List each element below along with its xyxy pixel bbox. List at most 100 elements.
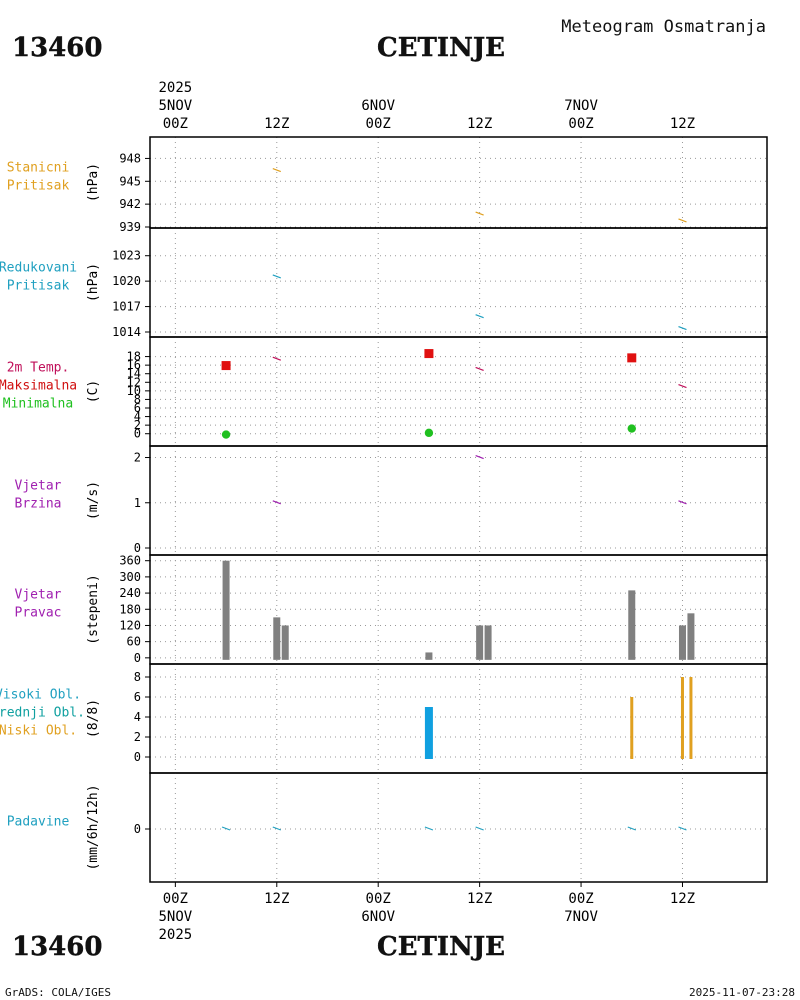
point-padavine xyxy=(272,826,281,831)
frame-brzina xyxy=(149,445,768,556)
ytick-label-oblaci: 8 xyxy=(134,670,141,684)
top-time-axis: 00Z 5NOV 2025 12Z 00Z 6NOV 12Z 00Z 7NOV 12Z xyxy=(158,80,695,132)
point-brzina xyxy=(678,500,687,505)
marks-stanicni xyxy=(272,168,687,223)
point-redukovani xyxy=(475,314,484,319)
ytick-label-temperatura: 10 xyxy=(127,384,141,398)
series-label-brzina: Brzina xyxy=(15,497,62,512)
bar-pravac xyxy=(687,613,695,660)
ytick-label-pravac: 120 xyxy=(119,618,141,632)
top-hour-label: 00Z xyxy=(163,116,188,132)
frame-padavine xyxy=(149,772,768,883)
point-padavine xyxy=(424,826,434,831)
ytick-label-temperatura: 8 xyxy=(134,392,141,406)
bar-pravac xyxy=(678,625,686,660)
point-padavine xyxy=(475,826,484,831)
top-date-label: 7NOV xyxy=(564,98,598,114)
point-redukovani xyxy=(678,326,687,331)
bottom-date-label: 7NOV xyxy=(564,909,598,925)
marks-temperatura xyxy=(221,349,687,439)
bar-pravac xyxy=(484,625,492,660)
frame-temperatura xyxy=(149,336,768,447)
top-date-label: 6NOV xyxy=(361,98,395,114)
header-station-id: 13460 xyxy=(12,33,102,63)
point-padavine xyxy=(221,826,231,831)
bottom-hour-label: 12Z xyxy=(670,891,695,907)
series-label-stanicni: Stanicni xyxy=(7,161,70,176)
bottom-hour-label: 12Z xyxy=(467,891,492,907)
ytick-label-temperatura: 18 xyxy=(127,350,141,364)
point-padavine xyxy=(678,826,687,831)
top-hour-label: 00Z xyxy=(366,116,391,132)
point-temperatura xyxy=(272,356,281,361)
header-product: Meteogram Osmatranja xyxy=(561,17,766,37)
series-label-brzina: Vjetar xyxy=(15,479,62,494)
point-brzina xyxy=(272,500,281,505)
ytick-label-padavine: 0 xyxy=(134,822,141,836)
ytick-label-redukovani: 1014 xyxy=(112,325,141,339)
series-label-stanicni: Pritisak xyxy=(7,179,70,194)
series-label-redukovani: Redukovani xyxy=(0,261,77,276)
frame-redukovani xyxy=(149,227,768,338)
ylabel-padavine: (mm/6h/12h) xyxy=(86,784,101,870)
header-station-name: CETINJE xyxy=(377,33,505,63)
footer-station-id: 13460 xyxy=(12,932,102,962)
series-label-padavine: Padavine xyxy=(7,815,70,830)
footer-timestamp: 2025-11-07-23:28 xyxy=(689,986,795,999)
frame-pravac xyxy=(149,554,768,665)
marker-max-temp xyxy=(424,349,434,359)
footer-credit: GrADS: COLA/IGES xyxy=(5,986,111,999)
ylabel-redukovani: (hPa) xyxy=(86,263,101,302)
frame-oblaci xyxy=(149,663,768,774)
ytick-label-temperatura: 2 xyxy=(134,418,141,432)
ytick-label-oblaci: 6 xyxy=(134,690,141,704)
marker-max-temp xyxy=(221,361,231,371)
bottom-hour-label: 12Z xyxy=(264,891,289,907)
ytick-label-oblaci: 4 xyxy=(134,710,141,724)
marks-brzina xyxy=(272,454,687,505)
ytick-label-pravac: 60 xyxy=(127,635,141,649)
ytick-label-redukovani: 1023 xyxy=(112,249,141,263)
bar-pravac xyxy=(425,652,433,660)
panel-stanicni: 948 945 942 939 Stanicni Pritisak (hPa) xyxy=(7,136,768,234)
ytick-label-oblaci: 2 xyxy=(134,730,141,744)
bottom-time-axis: 00Z 5NOV 2025 12Z 00Z 6NOV 12Z 00Z 7NOV 12Z xyxy=(158,882,695,943)
point-stanicni xyxy=(475,211,484,216)
ytick-label-brzina: 2 xyxy=(134,451,141,465)
series-label-temperatura: 2m Temp. xyxy=(7,361,70,376)
point-redukovani xyxy=(272,274,281,279)
ylabel-temperatura: (C) xyxy=(86,380,101,403)
point-padavine xyxy=(627,826,636,831)
series-label-redukovani: Pritisak xyxy=(7,279,70,294)
marks-oblaci xyxy=(424,677,693,759)
marker-min-temp xyxy=(221,430,231,439)
point-stanicni xyxy=(272,168,281,173)
series-label-oblaci: Srednji Obl. xyxy=(0,706,85,721)
point-brzina xyxy=(475,454,484,460)
ytick-label-pravac: 0 xyxy=(134,651,141,665)
ylabel-brzina: (m/s) xyxy=(86,481,101,520)
marks-redukovani xyxy=(272,274,687,331)
ylabel-stanicni: (hPa) xyxy=(86,163,101,202)
bar-oblaci xyxy=(680,677,684,759)
bottom-hour-label: 00Z xyxy=(163,891,188,907)
series-label-pravac: Vjetar xyxy=(15,588,62,603)
bar-pravac xyxy=(273,617,281,660)
ytick-label-pravac: 300 xyxy=(119,570,141,584)
bottom-year-label: 2025 xyxy=(158,927,192,943)
bar-pravac xyxy=(628,590,636,660)
series-label-oblaci: Niski Obl. xyxy=(0,724,77,739)
ytick-label-stanicni: 948 xyxy=(119,151,141,165)
bar-oblaci xyxy=(689,677,693,759)
top-year-label: 2025 xyxy=(158,80,192,96)
ytick-label-brzina: 1 xyxy=(134,496,141,510)
bottom-date-label: 5NOV xyxy=(158,909,192,925)
ytick-label-pravac: 240 xyxy=(119,586,141,600)
ytick-label-pravac: 360 xyxy=(119,554,141,568)
point-temperatura xyxy=(475,366,484,371)
bottom-hour-label: 00Z xyxy=(568,891,593,907)
marks-padavine xyxy=(221,826,687,831)
